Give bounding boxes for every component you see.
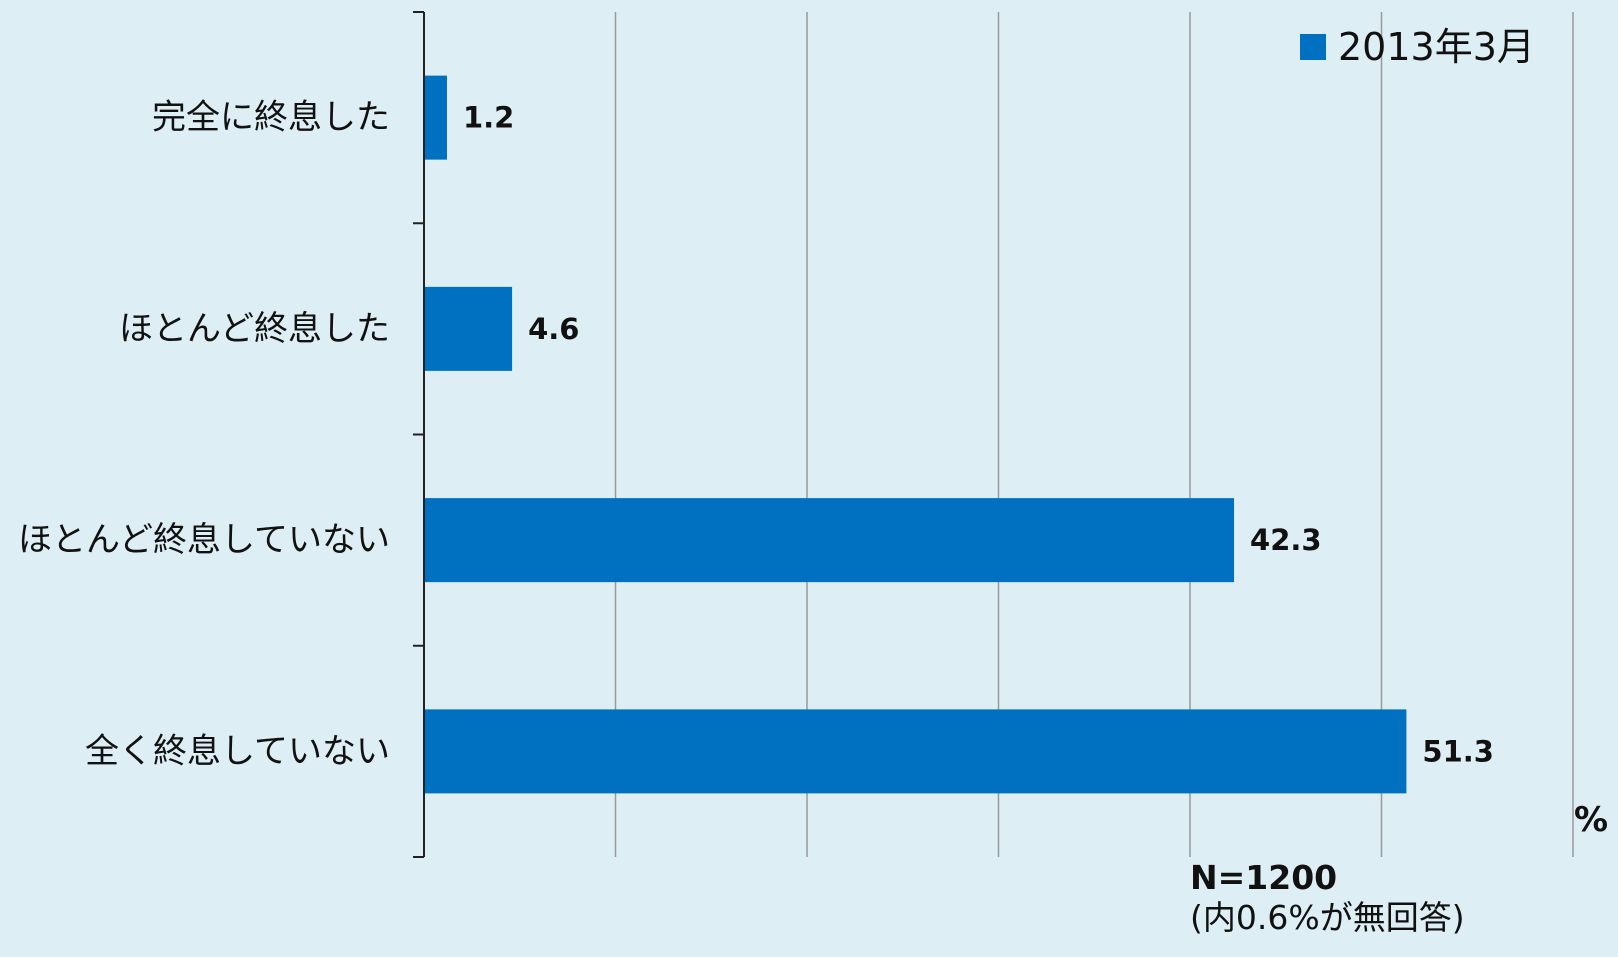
bar bbox=[425, 75, 447, 160]
data-label: 1.2 bbox=[463, 101, 514, 135]
category-label: 全く終息していない bbox=[85, 731, 390, 771]
data-label: 51.3 bbox=[1422, 734, 1494, 768]
unit-label: % bbox=[1574, 800, 1608, 840]
legend-swatch bbox=[1300, 34, 1326, 60]
category-label: ほとんど終息していない bbox=[18, 520, 390, 560]
data-label: 42.3 bbox=[1250, 523, 1322, 557]
data-label: 4.6 bbox=[528, 312, 579, 346]
bar bbox=[425, 709, 1407, 794]
category-label: 完全に終息した bbox=[152, 98, 390, 138]
bar bbox=[425, 286, 513, 371]
legend-label: 2013年3月 bbox=[1338, 25, 1535, 69]
bar bbox=[425, 498, 1235, 583]
category-label: ほとんど終息した bbox=[119, 309, 390, 349]
chart-note: N=1200 (内0.6%が無回答) bbox=[1190, 858, 1465, 938]
no-answer-note: (内0.6%が無回答) bbox=[1190, 898, 1465, 937]
sample-size-label: N=1200 bbox=[1190, 858, 1338, 897]
